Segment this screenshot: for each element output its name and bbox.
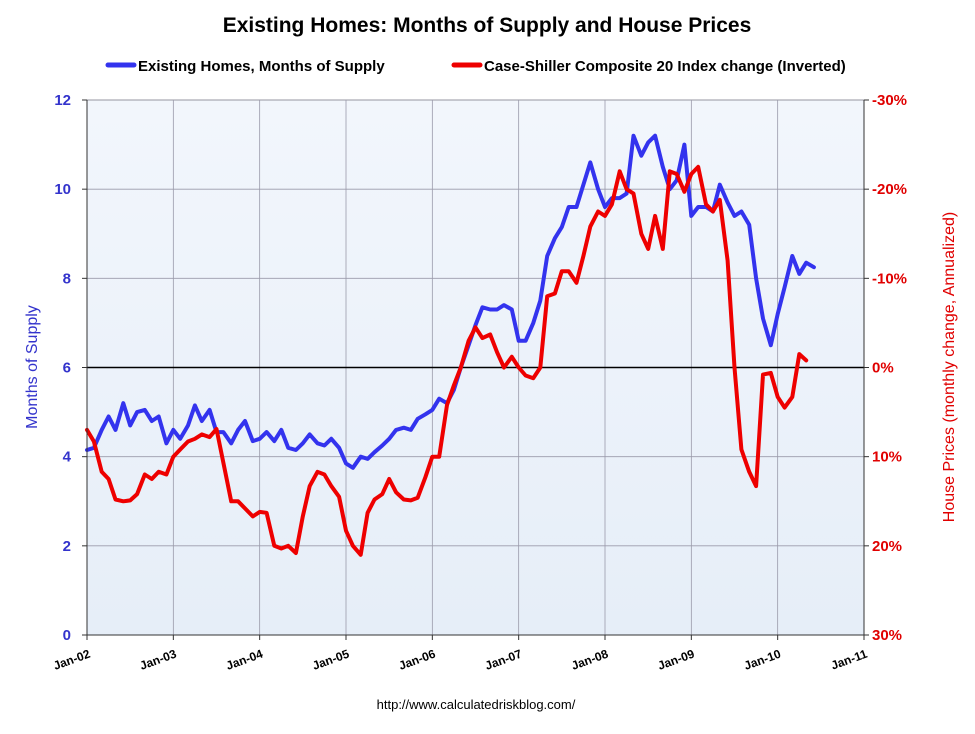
x-tick-label: Jan-06: [397, 647, 438, 673]
y-axis-right: -30% -20% -10% 0% 10% 20% 30%: [864, 92, 907, 644]
y-right-tick-label: 0%: [872, 360, 894, 377]
y-left-tick-label: 12: [54, 92, 71, 109]
y-left-tick-label: 4: [63, 449, 72, 466]
y-left-tick-label: 2: [63, 538, 71, 555]
y-right-tick-label: 20%: [872, 538, 902, 555]
x-tick-label: Jan-04: [224, 647, 265, 673]
x-tick-label: Jan-08: [570, 647, 611, 673]
y-right-tick-label: -20%: [872, 181, 907, 198]
y-right-tick-label: -10%: [872, 270, 907, 287]
x-axis: Jan-02 Jan-03 Jan-04 Jan-05 Jan-06 Jan-07 Jan-…: [52, 635, 869, 673]
y-right-tick-label: 10%: [872, 449, 902, 466]
x-tick-label: Jan-02: [52, 647, 93, 673]
legend: Existing Homes, Months of Supply Case-Sh…: [105, 58, 846, 75]
y-right-tick-label: -30%: [872, 92, 907, 109]
x-tick-label: Jan-09: [656, 647, 697, 673]
y-axis-left-label: Months of Supply: [24, 305, 41, 429]
y-right-tick-label: 30%: [872, 627, 902, 644]
y-left-tick-label: 10: [54, 181, 71, 198]
y-left-tick-label: 8: [63, 270, 71, 287]
chart-title: Existing Homes: Months of Supply and Hou…: [223, 14, 752, 37]
legend-label-supply: Existing Homes, Months of Supply: [138, 58, 385, 75]
y-left-tick-label: 0: [63, 627, 71, 644]
series-line-case-shiller-inverted: [85, 164, 809, 557]
x-tick-label: Jan-11: [829, 647, 869, 673]
source-url: http://www.calculatedriskblog.com/: [377, 697, 576, 712]
y-axis-right-label: House Prices (monthly change, Annualized…: [941, 212, 958, 522]
legend-label-price: Case-Shiller Composite 20 Index change (…: [484, 58, 846, 75]
y-axis-left: 0 2 4 6 8 10 12: [54, 92, 87, 644]
x-tick-label: Jan-05: [311, 647, 352, 673]
y-left-tick-label: 6: [63, 360, 71, 377]
x-tick-label: Jan-07: [483, 647, 524, 673]
x-tick-label: Jan-10: [742, 647, 783, 673]
x-tick-label: Jan-03: [138, 647, 179, 673]
series-layer: [85, 133, 816, 557]
